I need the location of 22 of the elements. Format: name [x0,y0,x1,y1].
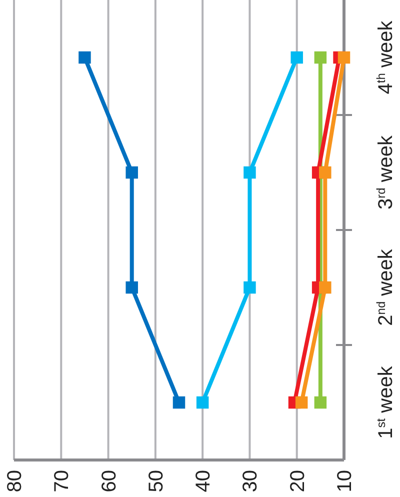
point [244,281,256,294]
point [78,51,91,64]
point [244,166,256,179]
point [126,281,138,294]
point [196,396,209,409]
x-tick-label: 40 [192,470,215,492]
point [290,51,303,64]
point [314,51,327,64]
x-tick-label: 50 [145,470,168,492]
x-tick-label: 80 [4,470,26,492]
point [172,396,186,409]
point [295,396,308,409]
point [314,396,327,409]
point [319,281,332,294]
x-tick-label: 60 [98,470,120,492]
point [319,166,332,179]
x-tick-label: 20 [286,470,309,492]
x-tick-label: 10 [334,470,356,492]
point [338,51,350,64]
x-tick-label: 30 [240,470,262,492]
point [126,166,138,179]
x-tick-label: 70 [51,470,74,492]
